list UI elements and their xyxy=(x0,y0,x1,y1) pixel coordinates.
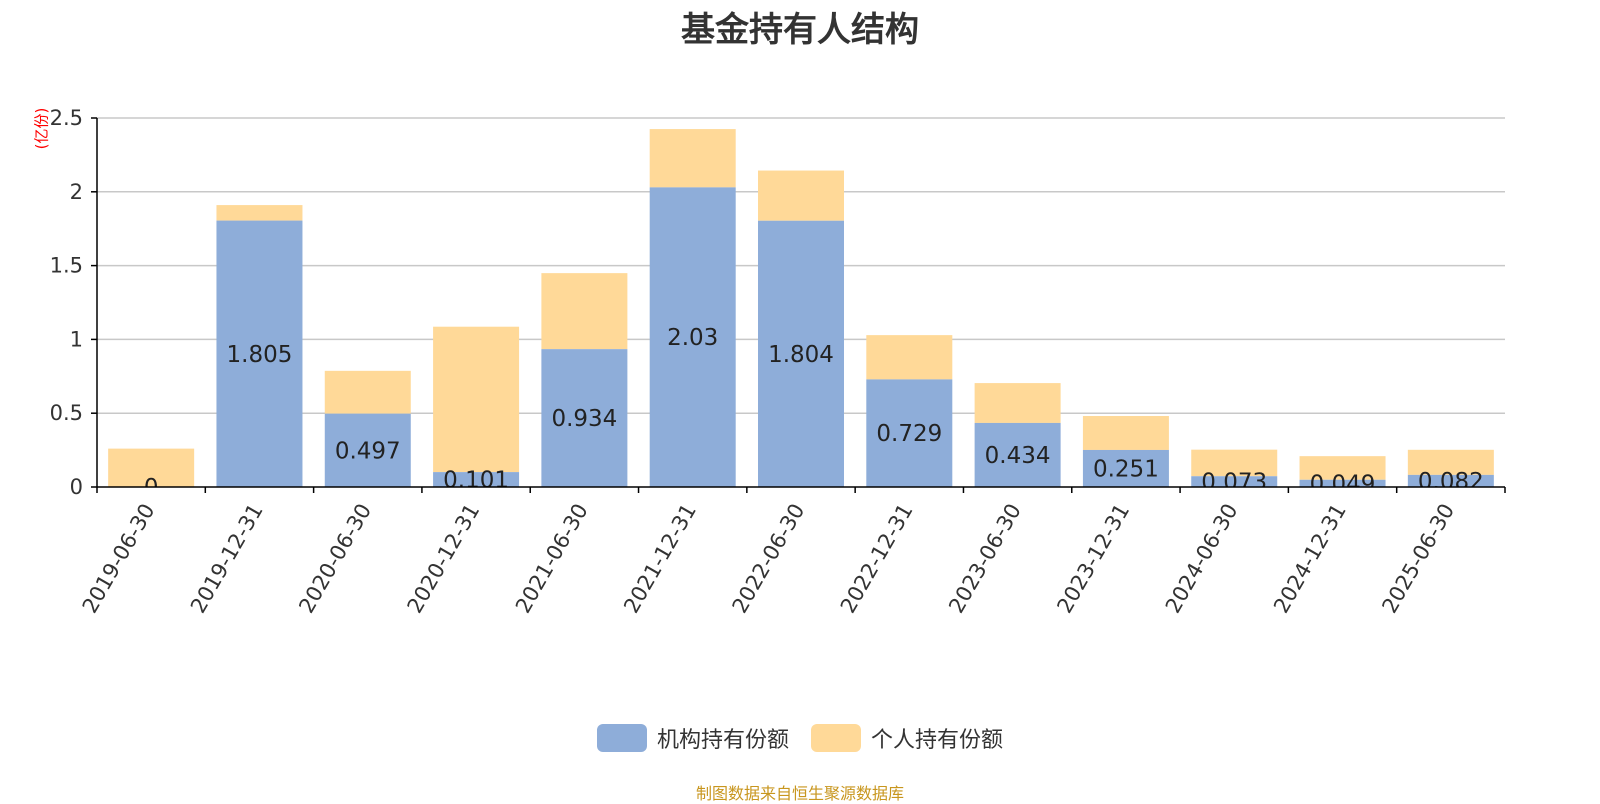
x-tick-label: 2024-06-30 xyxy=(1161,500,1243,618)
bar-institutional xyxy=(1082,449,1169,487)
bar-individual xyxy=(324,370,411,414)
data-label: 1.805 xyxy=(227,342,293,368)
x-tick-label: 2019-06-30 xyxy=(78,500,160,618)
legend-swatch-institutional xyxy=(596,724,647,752)
x-tick-label: 2020-12-31 xyxy=(403,499,485,617)
data-label: 0.497 xyxy=(335,438,401,464)
bar-individual xyxy=(216,205,303,221)
bar-institutional xyxy=(433,472,520,487)
bar-individual xyxy=(1299,456,1386,480)
x-tick-label: 2022-06-30 xyxy=(728,500,810,618)
y-tick-label: 0.5 xyxy=(50,401,83,425)
bar-individual xyxy=(1082,416,1169,450)
bar-individual xyxy=(758,170,844,221)
bar-institutional xyxy=(1299,479,1386,487)
chart-title: 基金持有人结构 xyxy=(681,10,919,50)
x-tick-label: 2022-12-31 xyxy=(836,499,918,617)
y-tick-label: 2 xyxy=(70,180,83,204)
bar-institutional xyxy=(1407,474,1494,487)
bar-institutional xyxy=(324,413,411,487)
x-tick-label: 2021-12-31 xyxy=(619,500,701,618)
data-label: 2.03 xyxy=(667,325,718,351)
bar-individual xyxy=(541,273,628,350)
data-label: 0 xyxy=(144,475,159,501)
bar-individual xyxy=(433,326,520,473)
legend-label-individual: 个人持有份额 xyxy=(871,728,1004,753)
bar-institutional xyxy=(866,379,953,487)
legend: 机构持有份额 个人持有份额 xyxy=(0,722,1600,754)
data-label: 0.729 xyxy=(876,421,942,447)
x-tick-label: 2019-12-31 xyxy=(186,500,268,618)
source-note: 制图数据来自恒生聚源数据库 xyxy=(695,784,904,803)
x-tick-label: 2023-06-30 xyxy=(944,500,1026,618)
bar-individual xyxy=(108,448,195,487)
bar-individual xyxy=(1191,449,1278,477)
data-labels: 0 1.805 0.497 0.101 0.934 2.03 1.804 0.729 0.434… xyxy=(144,325,1484,501)
data-label: 1.804 xyxy=(768,342,834,368)
y-tick-label: 1.5 xyxy=(50,254,83,278)
bar-institutional xyxy=(541,349,628,487)
bar-individual xyxy=(649,129,736,188)
data-label: 0.082 xyxy=(1418,469,1484,495)
x-tick-label: 2024-12-31 xyxy=(1269,500,1351,618)
x-tick-label: 2023-12-31 xyxy=(1052,500,1134,618)
y-tick-label: 1 xyxy=(70,327,83,351)
legend-item-individual[interactable]: 个人持有份额 xyxy=(811,722,1003,754)
bar-institutional xyxy=(974,422,1061,487)
bar-institutional xyxy=(1191,476,1278,487)
bar-individual xyxy=(866,335,953,380)
x-tick-label: 2021-06-30 xyxy=(511,500,593,618)
bar-individual xyxy=(974,383,1061,423)
bars xyxy=(108,129,1494,487)
data-label: 0.101 xyxy=(443,468,509,494)
data-label: 0.073 xyxy=(1201,470,1267,496)
legend-swatch-individual xyxy=(811,724,861,752)
legend-label-institutional: 机构持有份额 xyxy=(656,728,789,753)
y-tick-label: 2.5 xyxy=(50,106,83,130)
x-tick-label: 2025-06-30 xyxy=(1377,500,1459,618)
data-label: 0.934 xyxy=(551,406,617,432)
legend-item-institutional[interactable]: 机构持有份额 xyxy=(596,722,789,754)
bar-institutional xyxy=(758,220,844,487)
bar-institutional xyxy=(649,187,736,487)
bar-individual xyxy=(1407,449,1494,475)
x-tick-label: 2020-06-30 xyxy=(294,500,376,618)
data-label: 0.251 xyxy=(1093,456,1159,482)
y-tick-label: 0 xyxy=(70,475,83,499)
data-label: 0.434 xyxy=(985,443,1051,469)
bar-institutional xyxy=(216,220,303,487)
data-label: 0.049 xyxy=(1310,471,1376,497)
